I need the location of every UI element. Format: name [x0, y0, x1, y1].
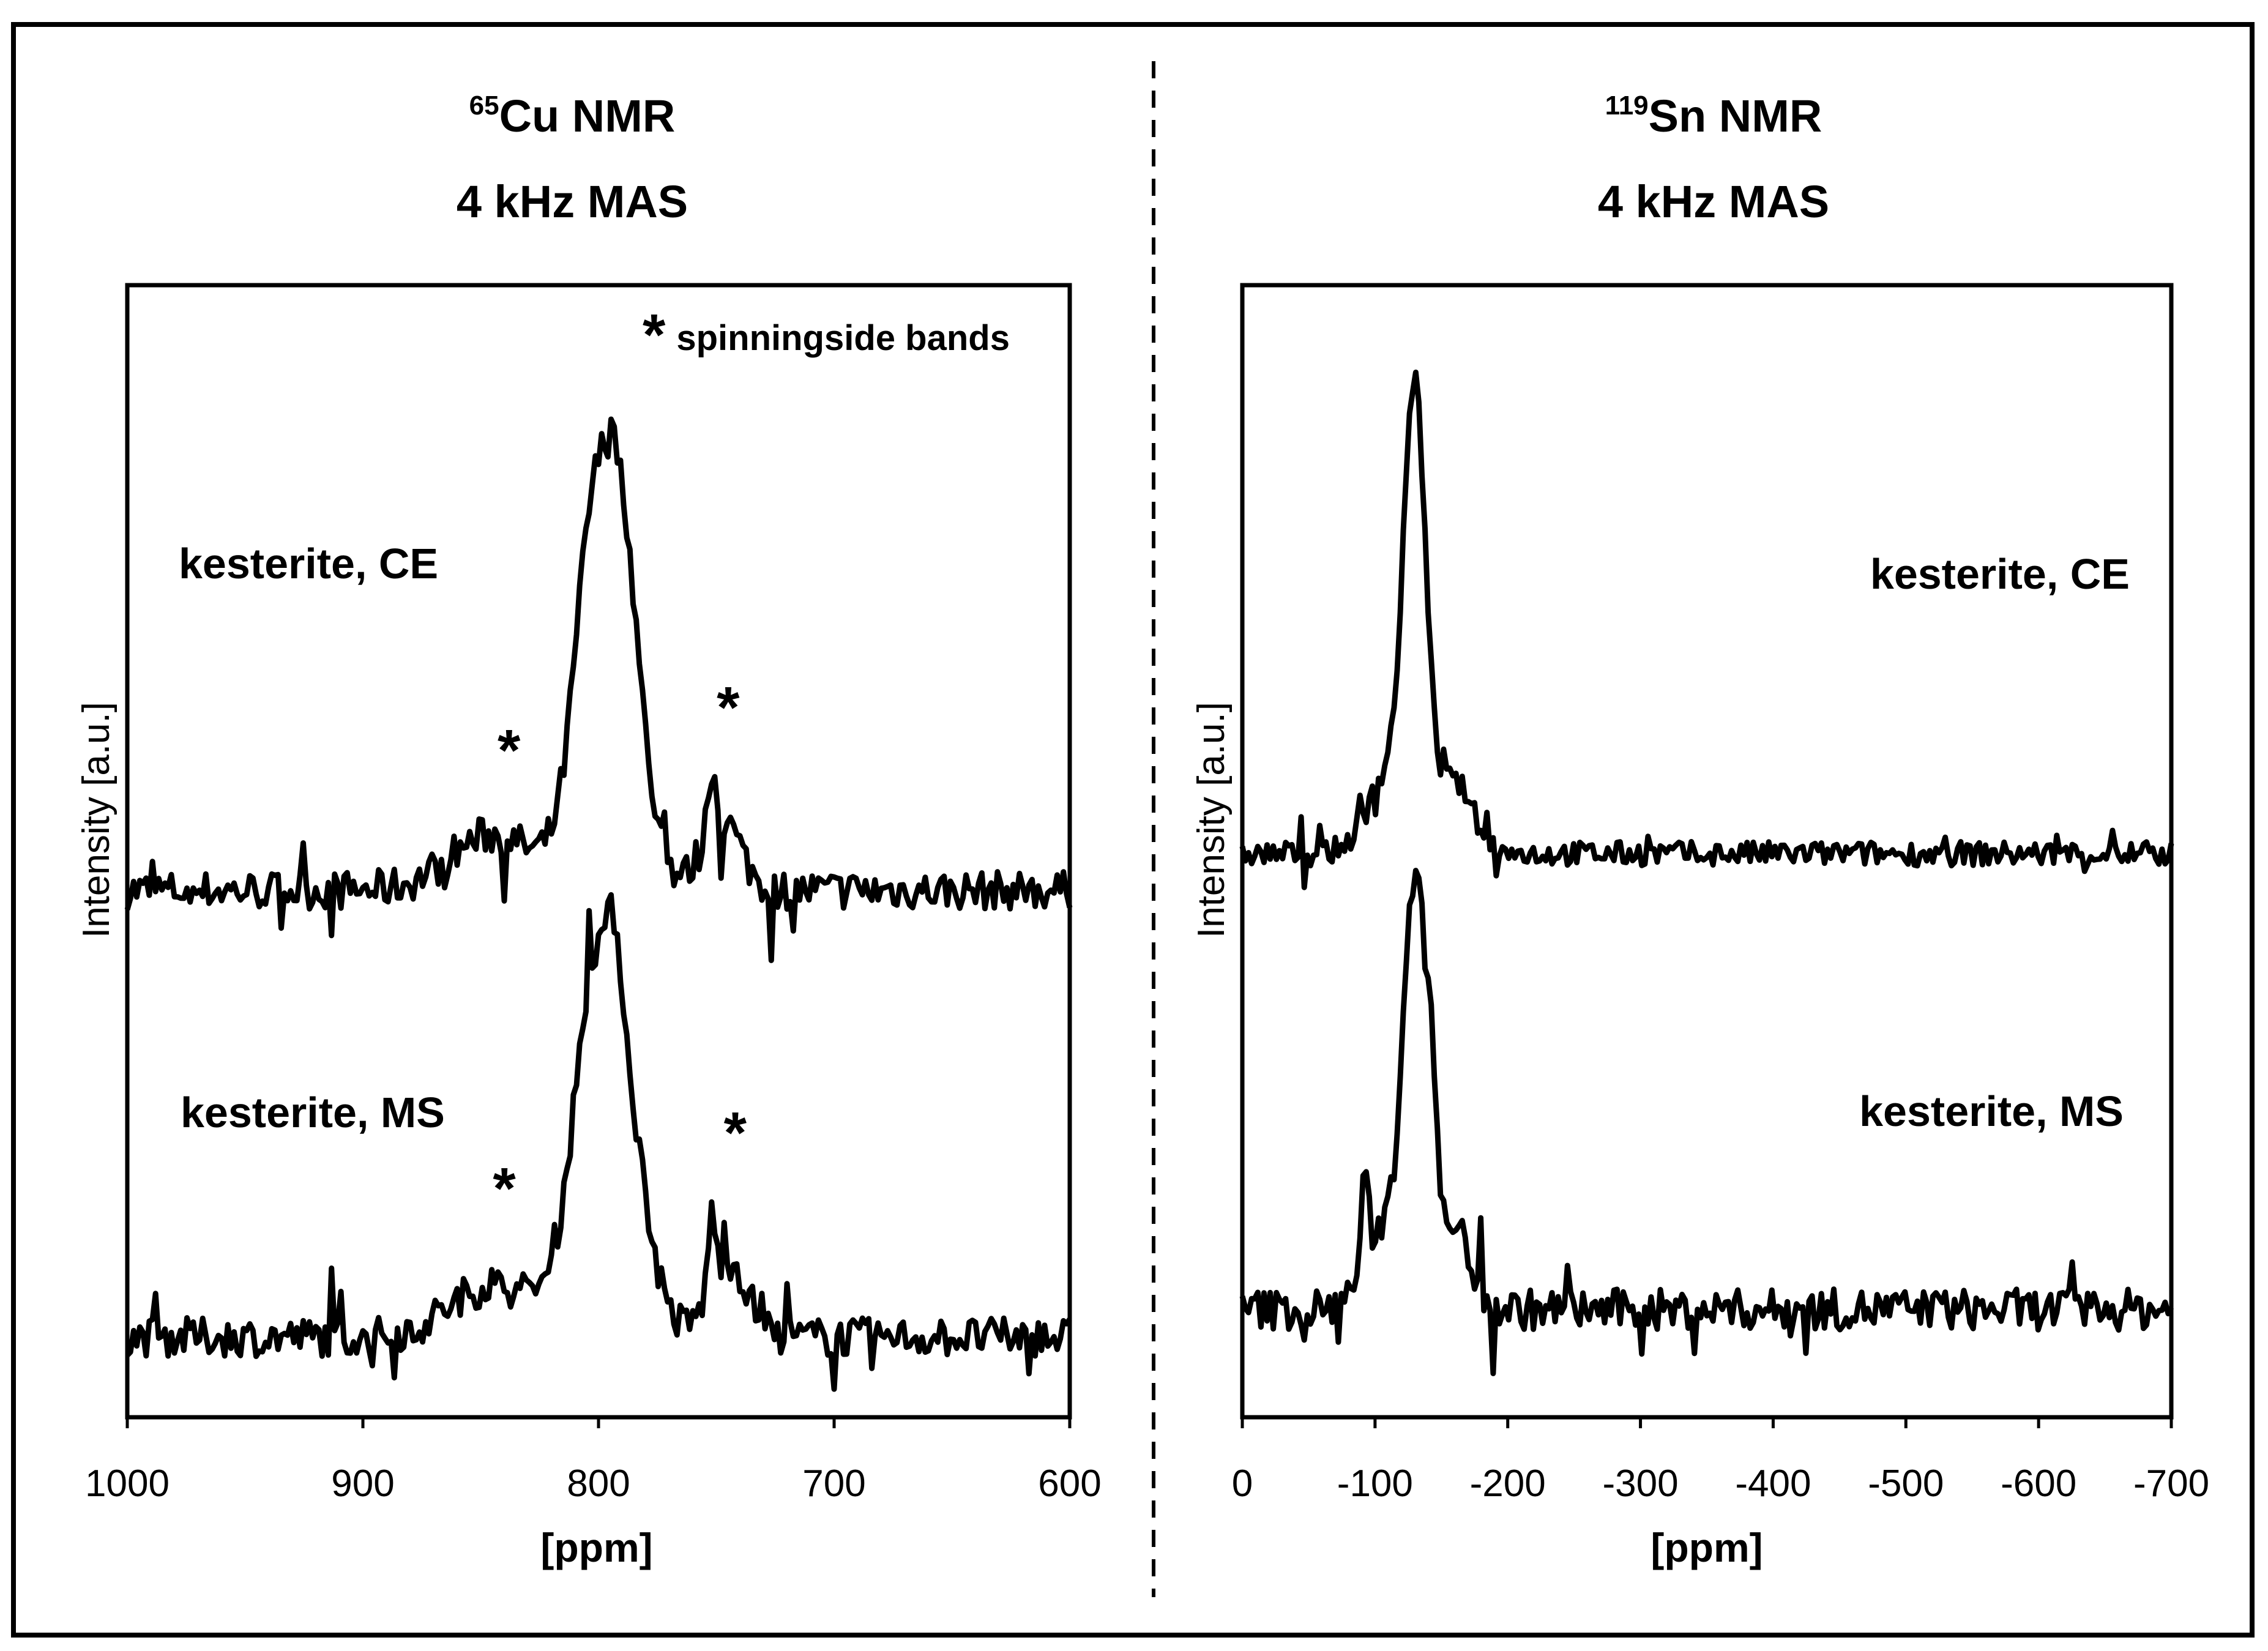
figure-frame — [11, 22, 2255, 1638]
tick-label: -300 — [1603, 1463, 1679, 1505]
tick-label: -200 — [1470, 1463, 1546, 1505]
cu-y-axis-label: Intensity [a.u.] — [75, 702, 118, 938]
sn-y-axis-label: Intensity [a.u.] — [1190, 702, 1233, 938]
sn-nucleus-label: Sn NMR — [1649, 91, 1822, 141]
sn-x-ticks: 0 -100 -200 -300 -400 -500 -600 -700 — [1232, 1417, 2209, 1505]
tick-label: 700 — [802, 1463, 865, 1505]
cu-x-axis-label: [ppm] — [540, 1525, 652, 1570]
tick-label: -100 — [1337, 1463, 1413, 1505]
spectrum-line-ms — [1239, 868, 2174, 1376]
sideband-star: * — [724, 1100, 747, 1166]
tick-label: -600 — [2001, 1463, 2076, 1505]
tick-label: 0 — [1232, 1463, 1253, 1505]
tick-label: -700 — [2133, 1463, 2209, 1505]
cu-nucleus-label: Cu NMR — [499, 91, 676, 141]
sideband-star: * — [493, 1156, 516, 1221]
sn-panel-title: 119Sn NMR — [1605, 91, 1822, 141]
tick-label: 800 — [567, 1463, 630, 1505]
tick-label: -500 — [1868, 1463, 1944, 1505]
sn-panel-condition: 4 kHz MAS — [1598, 176, 1829, 227]
sn-nmr-panel: 119Sn NMR 4 kHz MAS 0 -100 -200 -300 -400 -50… — [1190, 91, 2209, 1570]
sn-x-axis-label: [ppm] — [1651, 1525, 1763, 1570]
cu-series-label-ms: kesterite, MS — [181, 1089, 445, 1136]
sn-mass-number: 119 — [1605, 91, 1649, 121]
tick-label: 900 — [331, 1463, 394, 1505]
tick-label: -400 — [1735, 1463, 1811, 1505]
sn-series-label-ce: kesterite, CE — [1870, 550, 2130, 598]
cu-legend-text: spinningside bands — [676, 318, 1010, 358]
cu-sideband-marks: * * * * — [493, 675, 747, 1221]
cu-spectra — [124, 416, 1073, 1392]
sideband-star: * — [498, 718, 521, 783]
sn-spectra — [1239, 370, 2174, 1376]
cu-legend-note: * spinningside bands — [643, 302, 1010, 368]
cu-panel-condition: 4 kHz MAS — [457, 176, 688, 227]
tick-label: 1000 — [85, 1463, 170, 1505]
cu-panel-title: 65Cu NMR — [469, 91, 676, 141]
spectrum-line-ce — [124, 416, 1073, 963]
tick-label: 600 — [1038, 1463, 1101, 1505]
cu-mass-number: 65 — [469, 91, 499, 121]
cu-x-ticks: 1000 900 800 700 600 — [85, 1417, 1102, 1505]
spectrum-line-ce — [1239, 370, 2174, 890]
spectrum-line-ms — [125, 892, 1072, 1392]
cu-nmr-panel: 65Cu NMR 4 kHz MAS 1000 900 800 700 600 ****… — [75, 91, 1102, 1570]
sideband-star: * — [717, 675, 740, 740]
cu-series-label-ce: kesterite, CE — [179, 540, 438, 587]
sn-series-label-ms: kesterite, MS — [1859, 1087, 2124, 1135]
cu-legend-star: * — [643, 302, 666, 368]
